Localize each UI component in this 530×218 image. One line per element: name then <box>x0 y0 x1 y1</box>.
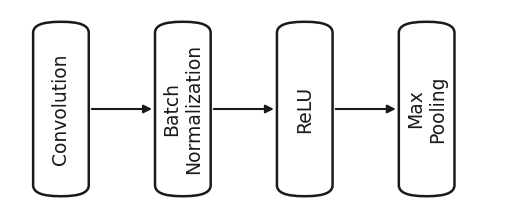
FancyBboxPatch shape <box>33 22 89 196</box>
FancyBboxPatch shape <box>277 22 333 196</box>
Text: ReLU: ReLU <box>295 85 314 133</box>
FancyBboxPatch shape <box>155 22 210 196</box>
FancyBboxPatch shape <box>399 22 455 196</box>
Text: Batch
Normalization: Batch Normalization <box>162 44 204 174</box>
Text: Convolution: Convolution <box>51 53 70 165</box>
Text: Max
Pooling: Max Pooling <box>406 75 447 143</box>
